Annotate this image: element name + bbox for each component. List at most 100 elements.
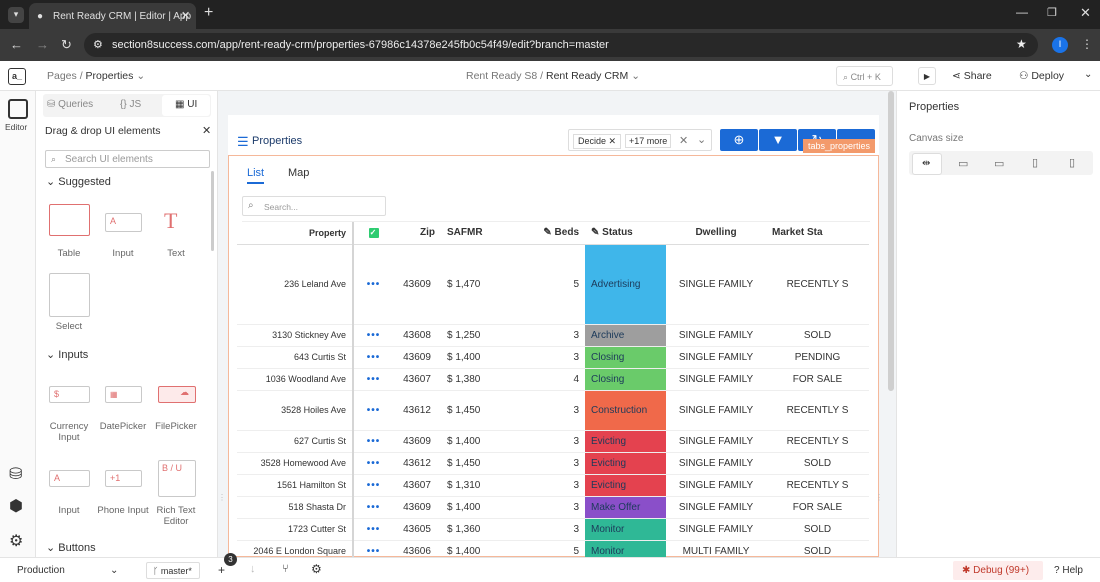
resize-handle-left[interactable]: ⋮ <box>218 493 226 502</box>
row-actions[interactable]: ••• <box>353 430 393 453</box>
more-actions-icon[interactable]: ••• <box>366 479 381 491</box>
omnibar-search[interactable]: ⌕ Ctrl + K <box>836 66 893 86</box>
table-row[interactable]: 1561 Hamilton St ••• 43607 $ 1,310 3 Evicting… <box>237 474 869 497</box>
more-actions-icon[interactable]: ••• <box>366 404 381 416</box>
row-status[interactable]: Evicting <box>585 474 666 497</box>
section-suggested[interactable]: ⌄ Suggested <box>46 175 111 188</box>
row-actions[interactable]: ••• <box>353 452 393 475</box>
packages-icon[interactable]: ⬢ <box>9 498 23 515</box>
row-actions[interactable]: ••• <box>353 518 393 541</box>
rich-text-editor-icon[interactable]: B / U <box>158 460 196 497</box>
row-actions[interactable]: ••• <box>353 368 393 391</box>
section-inputs[interactable]: ⌄ Inputs <box>46 348 88 361</box>
row-status[interactable]: Make Offer <box>585 496 666 519</box>
row-status[interactable]: Archive <box>585 324 666 347</box>
maximize-icon[interactable]: ❐ <box>1047 7 1057 19</box>
row-beds[interactable]: 3 <box>516 452 585 475</box>
col-beds[interactable]: ✎ Beds <box>516 222 585 245</box>
add-button[interactable]: ⊕ <box>720 129 758 151</box>
close-panel-icon[interactable]: ✕ <box>202 125 212 137</box>
forward-icon[interactable]: → <box>36 37 49 52</box>
table-row[interactable]: 2046 E London Square ••• 43606 $ 1,400 5 Moni… <box>237 540 869 563</box>
fluid-size-button[interactable]: ⇹ <box>912 153 942 175</box>
minimize-icon[interactable]: — <box>1016 5 1028 19</box>
row-status[interactable]: Monitor <box>585 518 666 541</box>
widget-name-tag[interactable]: tabs_properties <box>803 139 876 153</box>
table-row[interactable]: 236 Leland Ave ••• 43609 $ 1,470 5 Advertisin… <box>237 244 869 325</box>
chevron-down-icon[interactable]: ⌄ <box>697 134 707 146</box>
input-widget-icon[interactable]: A <box>105 213 142 232</box>
row-beds[interactable]: 3 <box>516 496 585 519</box>
row-beds[interactable]: 3 <box>516 324 585 347</box>
app-breadcrumb[interactable]: Rent Ready S8 / Rent Ready CRM ⌄ <box>466 70 640 82</box>
deploy-button[interactable]: ⚇ Deploy <box>1019 70 1064 82</box>
branch-selector[interactable]: ᚴ master* <box>146 562 200 579</box>
profile-avatar[interactable]: I <box>1052 37 1068 53</box>
remove-chip-icon[interactable]: ✕ <box>608 136 617 146</box>
select-widget-icon[interactable] <box>49 273 90 317</box>
mobile-icon[interactable]: ▯ <box>1069 157 1076 169</box>
widget-search-input[interactable]: ⌕ Search UI elements <box>45 150 210 168</box>
tab-ui[interactable]: ▦ UI <box>162 95 210 116</box>
row-status[interactable]: Evicting <box>585 452 666 475</box>
git-settings-icon[interactable]: ⚙ <box>311 562 322 576</box>
table-row[interactable]: 3528 Homewood Ave ••• 43612 $ 1,450 3 Evictin… <box>237 452 869 475</box>
deploy-menu-chevron-icon[interactable]: ⌄ <box>1084 69 1093 80</box>
row-status[interactable]: Evicting <box>585 430 666 453</box>
close-tab-icon[interactable]: ✕ <box>181 10 191 22</box>
row-actions[interactable]: ••• <box>353 324 393 347</box>
row-beds[interactable]: 3 <box>516 474 585 497</box>
row-actions[interactable]: ••• <box>353 496 393 519</box>
row-status[interactable]: Advertising <box>585 244 666 325</box>
tab-list[interactable]: List <box>247 167 265 184</box>
more-actions-icon[interactable]: ••• <box>366 457 381 469</box>
col-zip[interactable]: Zip <box>393 222 441 245</box>
more-actions-icon[interactable]: ••• <box>366 278 381 290</box>
settings-gear-icon[interactable]: ⚙ <box>9 533 24 550</box>
site-info-icon[interactable]: ⚙ <box>93 39 103 51</box>
datepicker-icon[interactable]: ▦ <box>105 386 142 403</box>
more-actions-icon[interactable]: ••• <box>366 329 381 341</box>
phone-input-icon[interactable]: +1 <box>105 470 142 487</box>
reload-icon[interactable]: ↻ <box>61 37 72 52</box>
tablet-landscape-icon[interactable]: ▭ <box>994 158 1005 170</box>
back-icon[interactable]: ← <box>10 37 23 52</box>
resize-handle-right[interactable]: ⋮ <box>875 493 883 502</box>
tab-js[interactable]: {} JS <box>120 99 141 110</box>
more-actions-icon[interactable]: ••• <box>366 435 381 447</box>
col-select-all[interactable]: ✓ <box>353 222 393 245</box>
currency-input-icon[interactable]: $ <box>49 386 90 403</box>
row-beds[interactable]: 3 <box>516 518 585 541</box>
table-row[interactable]: 643 Curtis St ••• 43609 $ 1,400 3 Closing SING… <box>237 346 869 369</box>
browser-tab[interactable]: ● Rent Ready CRM | Editor | App ✕ <box>29 3 196 29</box>
pull-arrow-icon[interactable]: ↓ <box>250 563 256 575</box>
pages-breadcrumb[interactable]: Pages / Properties ⌄ <box>47 70 146 82</box>
filter-button[interactable]: ▼ <box>759 129 797 151</box>
row-actions[interactable]: ••• <box>353 390 393 431</box>
datasources-icon[interactable]: ⛁ <box>9 466 23 483</box>
row-actions[interactable]: ••• <box>353 244 393 325</box>
more-actions-icon[interactable]: ••• <box>366 545 381 557</box>
input-widget-2-icon[interactable]: A <box>49 470 90 487</box>
canvas-scrollbar[interactable] <box>888 91 894 391</box>
row-status[interactable]: Closing <box>585 346 666 369</box>
row-beds[interactable]: 5 <box>516 244 585 325</box>
table-row[interactable]: 1036 Woodland Ave ••• 43607 $ 1,380 4 Closing… <box>237 368 869 391</box>
environment-select[interactable]: Production ⌄ <box>17 565 118 576</box>
tab-queries[interactable]: ⛁ Queries <box>47 99 93 110</box>
row-actions[interactable]: ••• <box>353 346 393 369</box>
col-property[interactable]: Property <box>237 222 354 245</box>
tab-map[interactable]: Map <box>288 167 310 179</box>
desktop-icon[interactable]: ▭ <box>958 158 969 170</box>
more-actions-icon[interactable]: ••• <box>366 501 381 513</box>
row-beds[interactable]: 3 <box>516 346 585 369</box>
section-buttons[interactable]: ⌄ Buttons <box>46 541 96 554</box>
filter-multiselect[interactable]: Decide ✕ +17 more ✕ ⌄ <box>568 129 712 151</box>
more-actions-icon[interactable]: ••• <box>366 373 381 385</box>
tab-search-icon[interactable]: ▾ <box>8 7 24 23</box>
table-search-input[interactable]: ⌕ Search... <box>242 196 386 216</box>
table-row[interactable]: 3528 Hoiles Ave ••• 43612 $ 1,450 3 Construct… <box>237 390 869 431</box>
filepicker-icon[interactable]: ☁ <box>158 386 196 403</box>
row-status[interactable]: Closing <box>585 368 666 391</box>
row-status[interactable]: Construction <box>585 390 666 431</box>
